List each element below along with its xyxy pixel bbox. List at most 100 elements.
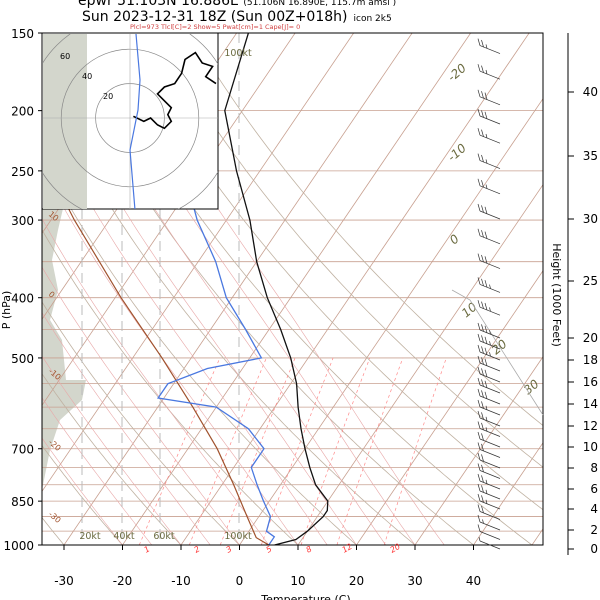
wind-barb bbox=[477, 153, 501, 169]
isotherm-line bbox=[122, 33, 472, 545]
barb-half-flag bbox=[485, 405, 488, 410]
barb-staff bbox=[479, 115, 501, 125]
barb-flag bbox=[477, 493, 481, 502]
barb-flag bbox=[481, 454, 484, 462]
barb-flag bbox=[477, 463, 481, 471]
height-tick-label: 20 bbox=[583, 331, 598, 345]
barb-flag bbox=[484, 302, 488, 311]
mixing-ratio-line bbox=[336, 357, 404, 545]
dry-adiabat-label: 0 bbox=[447, 231, 462, 247]
wind-speed-label: 100kt bbox=[224, 531, 252, 542]
height-tick-label: 12 bbox=[583, 419, 598, 433]
parcel-line bbox=[48, 170, 270, 545]
isotherm-label: -30 bbox=[47, 510, 63, 525]
hodo-ring-label: 40 bbox=[82, 72, 92, 81]
barb-flag bbox=[481, 368, 484, 376]
barb-flag bbox=[477, 421, 481, 429]
barb-flag bbox=[484, 111, 488, 119]
wind-barb bbox=[477, 178, 501, 195]
barb-flag bbox=[477, 399, 481, 408]
barb-flag bbox=[477, 431, 481, 440]
x-axis-title: Temperature (C) bbox=[260, 593, 350, 600]
barb-flag bbox=[481, 464, 484, 472]
barb-flag bbox=[477, 452, 481, 461]
wind-barb bbox=[478, 536, 501, 550]
p-tick-label: 850 bbox=[11, 495, 34, 509]
barb-flag bbox=[484, 280, 488, 288]
barb-half-flag bbox=[485, 69, 488, 75]
inset-dewpoint-trace bbox=[129, 34, 141, 209]
barb-flag bbox=[481, 205, 484, 213]
wind-barb bbox=[477, 442, 501, 458]
height-tick-label: 25 bbox=[583, 274, 598, 288]
barb-flag bbox=[481, 390, 484, 398]
wind-barb bbox=[477, 473, 501, 490]
mixing-ratio-line bbox=[138, 357, 221, 545]
dry-adiabat-line bbox=[42, 80, 416, 545]
moist-adiabat-line bbox=[68, 110, 357, 545]
wind-speed-label: 20kt bbox=[79, 531, 101, 542]
barb-flag bbox=[477, 277, 481, 285]
barb-half-flag bbox=[489, 341, 491, 346]
mixing-ratio-line bbox=[188, 357, 267, 545]
barb-staff bbox=[479, 70, 501, 80]
barb-flag bbox=[477, 344, 481, 353]
wind-barb bbox=[477, 452, 501, 469]
wind-barb bbox=[477, 377, 501, 394]
barb-staff bbox=[479, 160, 501, 169]
wind-barb bbox=[477, 493, 501, 510]
wind-barb bbox=[477, 421, 501, 437]
p-tick-label: 500 bbox=[11, 352, 34, 366]
barb-staff bbox=[479, 185, 501, 195]
wind-barb bbox=[477, 355, 501, 372]
barb-flag bbox=[477, 253, 481, 261]
mixing-ratio-label: 20 bbox=[389, 542, 402, 555]
barb-half-flag bbox=[485, 159, 488, 164]
barb-flag bbox=[481, 422, 484, 430]
wind-barb bbox=[477, 203, 501, 220]
barb-half-flag bbox=[485, 184, 488, 189]
isotherm-line bbox=[356, 270, 543, 545]
barb-flag bbox=[477, 473, 481, 482]
barb-flag bbox=[481, 443, 484, 451]
barb-flag bbox=[477, 366, 481, 375]
wind-barb bbox=[477, 399, 501, 416]
height-tick-label: 18 bbox=[583, 353, 598, 367]
y2-axis-title: Height (1000 Feet) bbox=[550, 243, 563, 347]
barb-staff bbox=[479, 384, 501, 394]
barb-flag bbox=[477, 300, 481, 308]
barb-staff bbox=[479, 395, 501, 405]
barb-flag bbox=[484, 380, 488, 388]
chart-title-station: epwr 51.103N 16.886E (51.106N 16.890E, 1… bbox=[78, 0, 396, 9]
barb-flag bbox=[484, 92, 488, 100]
barb-flag bbox=[481, 346, 484, 354]
barb-flag bbox=[477, 483, 481, 492]
barb-flag bbox=[481, 505, 484, 513]
wind-barb bbox=[477, 228, 501, 245]
barb-flag bbox=[477, 38, 481, 46]
hodograph-trace bbox=[133, 51, 217, 130]
wind-barb bbox=[477, 108, 501, 125]
wind-barb bbox=[477, 344, 501, 361]
barb-flag bbox=[477, 153, 481, 161]
barb-staff bbox=[479, 459, 501, 469]
moist-adiabat-line bbox=[42, 437, 123, 545]
height-tick-label: 35 bbox=[583, 149, 598, 163]
moist-adiabat-line bbox=[42, 312, 211, 545]
dry-adiabat-label: -10 bbox=[445, 141, 469, 165]
barb-flag bbox=[481, 110, 484, 118]
barb-flag bbox=[484, 358, 488, 366]
barb-flag bbox=[481, 180, 484, 188]
height-tick-label: 2 bbox=[590, 523, 598, 537]
wind-barb bbox=[477, 431, 501, 448]
valid-time: Sun 2023-12-31 18Z (Sun 00Z+018h) bbox=[82, 9, 348, 25]
barb-half-flag bbox=[485, 427, 488, 432]
barb-half-flag bbox=[485, 499, 488, 504]
wind-barb bbox=[477, 524, 501, 540]
isotherm-line bbox=[239, 97, 543, 545]
isotherm-line bbox=[180, 33, 530, 545]
barb-flag bbox=[481, 401, 484, 409]
barb-flag bbox=[481, 154, 484, 163]
